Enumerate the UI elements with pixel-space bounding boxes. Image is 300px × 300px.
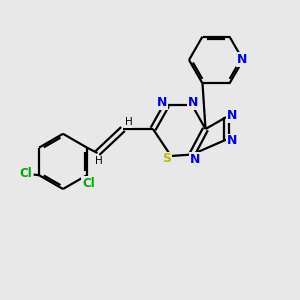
Text: N: N	[227, 134, 238, 148]
Text: N: N	[188, 95, 199, 109]
Text: N: N	[157, 95, 167, 109]
Text: S: S	[162, 152, 171, 166]
Text: H: H	[95, 156, 103, 167]
Text: Cl: Cl	[19, 167, 32, 180]
Text: H: H	[124, 117, 132, 128]
Text: N: N	[190, 152, 200, 166]
Text: N: N	[237, 53, 248, 66]
Text: Cl: Cl	[82, 177, 95, 190]
Text: N: N	[227, 109, 238, 122]
